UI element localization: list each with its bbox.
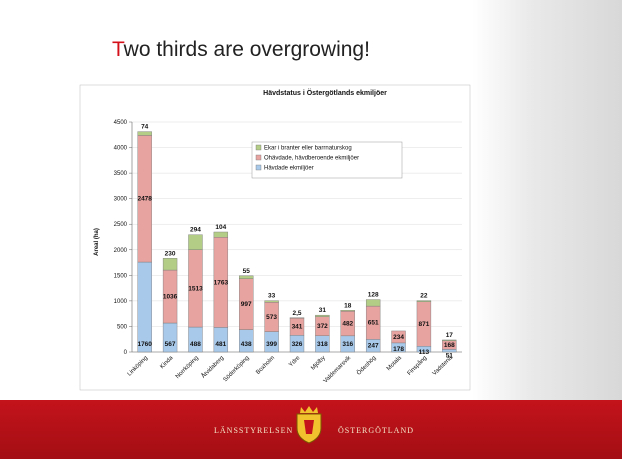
value-label: 74: [141, 124, 149, 131]
value-label: 316: [342, 341, 353, 348]
value-label: 247: [368, 342, 379, 349]
value-label: 1513: [188, 285, 203, 292]
slide-title: Two thirds are overgrowing!: [112, 38, 370, 62]
legend-swatch: [256, 155, 261, 160]
value-label: 438: [241, 341, 252, 348]
value-label: 51: [446, 352, 454, 359]
value-label: 2,5: [292, 310, 301, 317]
value-label: 230: [165, 250, 176, 257]
value-label: 481: [215, 341, 226, 348]
bar-segment: [265, 301, 279, 303]
chart-title: Hävdstatus i Östergötlands ekmiljöer: [263, 88, 387, 97]
y-tick-label: 3500: [114, 171, 128, 177]
bar-segment: [366, 300, 380, 307]
legend-label: Hävdade ekmiljöer: [264, 166, 314, 172]
bar-segment: [442, 340, 456, 341]
value-label: 2478: [137, 196, 152, 203]
value-label: 22: [420, 293, 428, 300]
bar-segment: [188, 327, 202, 352]
value-label: 567: [165, 341, 176, 348]
y-tick-label: 4500: [114, 120, 128, 126]
value-label: 294: [190, 227, 201, 234]
background-decoration: [472, 0, 622, 400]
y-axis-label: Areal (ha): [94, 228, 100, 256]
bar-segment: [341, 310, 355, 311]
bar-segment: [138, 132, 152, 136]
value-label: 1036: [163, 294, 178, 301]
y-tick-label: 3000: [114, 197, 128, 203]
value-label: 1763: [214, 279, 229, 286]
y-tick-label: 1500: [114, 273, 128, 279]
footer-right: ÖSTERGÖTLAND: [338, 426, 414, 435]
value-label: 318: [317, 341, 328, 348]
bar-segment: [188, 235, 202, 250]
value-label: 997: [241, 301, 252, 308]
value-label: 399: [266, 341, 277, 348]
y-tick-label: 2500: [114, 222, 128, 228]
value-label: 234: [393, 334, 404, 341]
bar-segment: [239, 276, 253, 279]
value-label: 573: [266, 314, 277, 321]
value-label: 178: [393, 346, 404, 353]
value-label: 113: [419, 349, 430, 356]
footer-left: LÄNSSTYRELSEN: [214, 426, 293, 435]
bar-segment: [138, 262, 152, 352]
value-label: 18: [344, 302, 352, 309]
value-label: 55: [243, 268, 251, 275]
legend-swatch: [256, 165, 261, 170]
value-label: 31: [319, 307, 327, 314]
legend-swatch: [256, 145, 261, 150]
bar-segment: [290, 318, 304, 319]
bar-segment: [214, 232, 228, 237]
value-label: 871: [418, 321, 429, 328]
value-label: 326: [292, 341, 303, 348]
value-label: 488: [190, 341, 201, 348]
bar-segment: [315, 315, 329, 317]
slide: Two thirds are overgrowing! Hävdstatus i…: [0, 0, 622, 459]
value-label: 17: [446, 332, 454, 339]
value-label: 33: [268, 293, 276, 300]
bar-segment: [417, 301, 431, 302]
value-label: 104: [215, 224, 226, 231]
value-label: 651: [368, 320, 379, 327]
y-tick-label: 2000: [114, 248, 128, 254]
bar-segment: [214, 327, 228, 352]
value-label: 168: [444, 342, 455, 349]
y-tick-label: 1000: [114, 299, 128, 305]
value-label: 341: [292, 324, 303, 331]
value-label: 128: [368, 292, 379, 299]
value-label: 372: [317, 323, 328, 330]
y-tick-label: 4000: [114, 146, 128, 152]
legend-label: Ekar i branter eller barrnaturskog: [264, 146, 352, 152]
value-label: 482: [342, 321, 353, 328]
chart: Hävdstatus i Östergötlands ekmiljöer Are…: [0, 80, 480, 400]
legend-label: Ohävdade, hävdberoende ekmiljöer: [264, 156, 359, 162]
crest: [291, 404, 327, 444]
value-label: 1760: [137, 341, 152, 348]
bar-segment: [163, 258, 177, 270]
y-tick-label: 500: [117, 324, 128, 330]
